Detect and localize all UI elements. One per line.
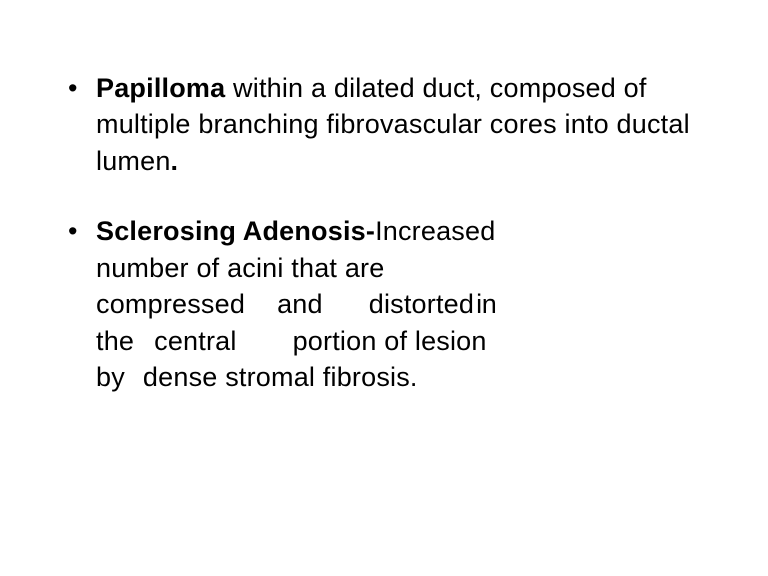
line-3: compressed and distortedin bbox=[96, 286, 708, 322]
list-item: Sclerosing Adenosis-Increased number of … bbox=[60, 213, 708, 395]
line-1: Sclerosing Adenosis-Increased bbox=[96, 213, 708, 249]
term-bold: Sclerosing Adenosis- bbox=[96, 216, 375, 246]
term-bold: Papilloma bbox=[96, 73, 225, 103]
term-period: . bbox=[171, 146, 179, 176]
line-2: number of acini that are bbox=[96, 250, 708, 286]
text: distorted bbox=[369, 289, 474, 319]
text: the bbox=[96, 326, 134, 356]
text: portion of lesion bbox=[293, 326, 487, 356]
text: by bbox=[96, 362, 125, 392]
text: Increased bbox=[375, 216, 495, 246]
list-item: Papilloma within a dilated duct, compose… bbox=[60, 70, 708, 179]
text: central bbox=[154, 326, 236, 356]
slide: Papilloma within a dilated duct, compose… bbox=[0, 0, 768, 576]
line-4: the central portion of lesion bbox=[96, 323, 708, 359]
text: in bbox=[476, 289, 496, 319]
text: dense stromal fibrosis. bbox=[143, 362, 418, 392]
text: and bbox=[277, 289, 323, 319]
bullet-list: Papilloma within a dilated duct, compose… bbox=[60, 70, 708, 396]
line-5: by dense stromal fibrosis. bbox=[96, 359, 708, 395]
text: number of acini that are bbox=[96, 253, 384, 283]
text: compressed bbox=[96, 289, 245, 319]
